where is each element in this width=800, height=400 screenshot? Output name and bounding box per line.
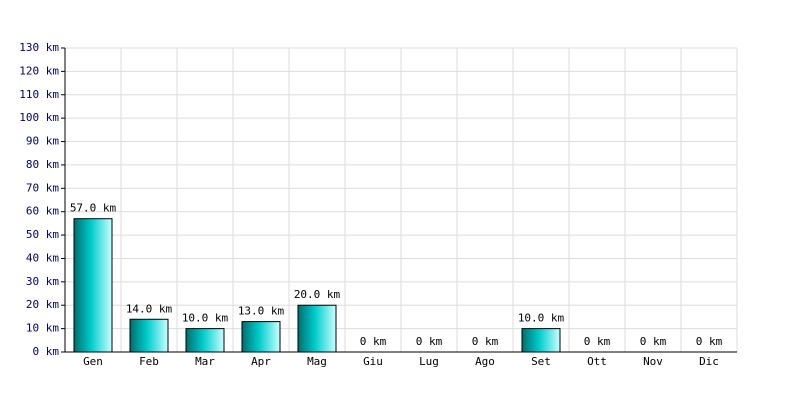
y-tick-label: 80 km [26,158,59,171]
value-label: 0 km [696,335,723,348]
x-tick-label: Mar [195,355,215,368]
y-tick-label: 110 km [19,88,59,101]
bar [129,318,169,353]
value-label: 0 km [584,335,611,348]
value-label: 0 km [640,335,667,348]
value-label: 10.0 km [518,312,565,325]
value-label: 0 km [472,335,499,348]
value-label: 57.0 km [70,202,117,215]
x-tick-label: Mag [307,355,327,368]
x-tick-label: Dic [699,355,719,368]
value-label: 20.0 km [294,288,341,301]
x-tick-label: Feb [139,355,159,368]
y-tick-label: 30 km [26,275,59,288]
bar [185,328,225,353]
y-tick-label: 20 km [26,298,59,311]
y-tick-label: 130 km [19,41,59,54]
x-tick-label: Lug [419,355,439,368]
y-tick-label: 70 km [26,181,59,194]
y-tick-label: 90 km [26,135,59,148]
y-tick-label: 40 km [26,251,59,264]
value-label: 0 km [416,335,443,348]
y-tick-label: 120 km [19,64,59,77]
x-tick-label: Nov [643,355,663,368]
y-tick-label: 60 km [26,205,59,218]
x-tick-label: Giu [363,355,383,368]
x-tick-label: Set [531,355,551,368]
x-tick-label: Apr [251,355,271,368]
value-label: 10.0 km [182,312,229,325]
y-tick-label: 10 km [26,322,59,335]
y-tick-label: 100 km [19,111,59,124]
value-label: 13.0 km [238,305,285,318]
y-tick-label: 50 km [26,228,59,241]
y-tick-label: 0 km [33,345,60,358]
x-tick-label: Gen [83,355,103,368]
value-label: 14.0 km [126,302,173,315]
bar [73,218,113,353]
bar [521,328,561,353]
x-tick-label: Ott [587,355,607,368]
x-tick-label: Ago [475,355,495,368]
bar [297,304,337,353]
value-label: 0 km [360,335,387,348]
bar [241,321,281,353]
